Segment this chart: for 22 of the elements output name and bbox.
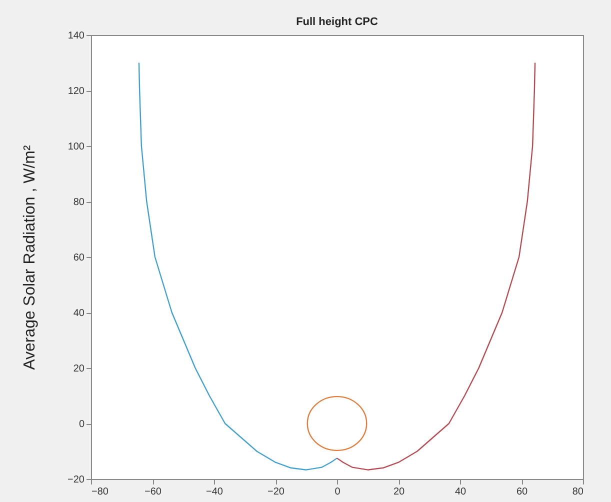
x-tick-label: 60 [516,486,528,498]
x-tick-label: −80 [92,486,109,498]
x-tick-label: 80 [572,486,584,498]
y-tick-label: −20 [68,474,85,486]
y-tick-label: 140 [68,30,85,42]
x-tick-label: −60 [144,486,162,498]
x-tick-label: −20 [268,486,285,498]
y-tick-label: 120 [68,86,85,97]
line-series [336,62,536,470]
y-tick-label: 80 [73,197,85,208]
y-axis-title: Average Solar Radiation , W/m² [22,144,39,370]
x-tick-label: 0 [334,486,341,498]
x-tick-label: 40 [454,486,466,498]
x-tick-label: −40 [206,486,224,498]
y-tick-label: 40 [73,308,85,319]
x-tick-label: 20 [393,486,405,498]
chart-title: Full height CPC [296,16,378,28]
y-tick-label: 20 [73,364,85,374]
y-tick-label: 0 [78,419,85,430]
line-series [138,62,338,470]
y-tick-label: 60 [73,252,85,264]
y-tick-label: 100 [68,142,85,152]
